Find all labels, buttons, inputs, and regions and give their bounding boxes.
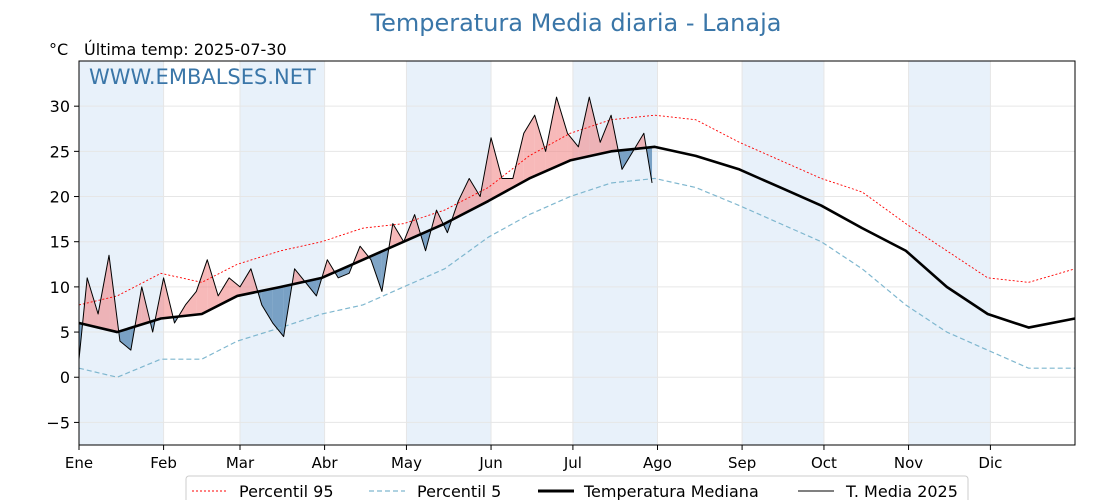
fill-above-median <box>458 178 470 217</box>
y-tick-label: 10 <box>50 278 70 297</box>
fill-above-median <box>556 97 568 167</box>
x-tick-label: Mar <box>226 454 255 472</box>
fill-above-median <box>239 268 251 296</box>
fill-above-median <box>185 291 197 316</box>
x-tick-label: Sep <box>728 454 756 472</box>
series-line-p95 <box>78 114 1076 306</box>
month-band <box>79 61 164 445</box>
series-line-current <box>78 96 653 360</box>
x-tick-label: Ene <box>65 454 93 472</box>
y-tick-label: 15 <box>50 233 70 252</box>
y-tick-label: −5 <box>46 413 70 432</box>
fill-above-median <box>501 178 513 194</box>
x-tick-label: Jul <box>563 454 582 472</box>
fill-above-median <box>98 255 110 331</box>
fill-below-median <box>338 265 350 278</box>
fill-above-median <box>491 137 502 200</box>
fill-above-median <box>545 97 557 172</box>
fill-above-median <box>512 133 524 188</box>
legend-label-p95: Percentil 95 <box>239 482 334 500</box>
month-band <box>742 61 824 445</box>
month-band <box>239 61 325 445</box>
fill-above-median <box>523 115 535 182</box>
legend-label-current: T. Media 2025 <box>845 482 958 500</box>
fill-above-median <box>207 259 219 312</box>
fill-above-median <box>567 133 579 162</box>
x-tick-label: Feb <box>150 454 177 472</box>
series-line-median <box>78 145 1076 334</box>
x-axis: Ene Feb Mar Abr May Jun Jul Ago Sep Oct Nov Dic <box>65 445 1002 472</box>
fill-above-median <box>218 277 230 306</box>
fill-below-median <box>370 251 382 292</box>
fill-above-median <box>578 97 590 159</box>
fill-above-median <box>600 115 612 154</box>
x-tick-label: Abr <box>312 454 339 472</box>
fill-below-median <box>305 279 317 296</box>
month-band <box>406 61 492 445</box>
last-temp-label: Última temp: 2025-07-30 <box>84 40 287 59</box>
watermark: WWW.EMBALSES.NET <box>89 65 316 89</box>
y-tick-label: 30 <box>50 97 70 116</box>
legend-box <box>185 475 969 500</box>
x-tick-label: Jun <box>478 454 502 472</box>
fill-above-median <box>589 97 601 157</box>
fill-below-median <box>261 288 273 324</box>
fill-above-median <box>87 277 99 328</box>
y-tick-label: 25 <box>50 142 70 161</box>
y-tick-label: 5 <box>60 323 70 342</box>
legend-label-p5: Percentil 5 <box>417 482 501 500</box>
y-tick-label: 0 <box>60 368 70 387</box>
plot-frame <box>78 60 1076 446</box>
fill-above-median <box>392 223 404 247</box>
fill-above-median <box>534 115 546 177</box>
x-tick-label: Dic <box>978 454 1002 472</box>
fill-above-median <box>229 277 240 301</box>
anomaly-fills <box>79 97 653 360</box>
x-tick-label: Oct <box>811 454 837 472</box>
x-tick-label: Ago <box>643 454 672 472</box>
unit-label: °C <box>49 40 68 59</box>
y-tick-label: 20 <box>50 188 70 207</box>
fill-below-median <box>272 286 284 337</box>
fill-below-median <box>119 327 131 351</box>
x-tick-label: Nov <box>894 454 923 472</box>
x-tick-label: May <box>391 454 422 472</box>
series-line-p5 <box>78 177 1075 378</box>
series-lines <box>78 96 1076 378</box>
legend-label-median: Temperatura Mediana <box>583 482 759 500</box>
legend: Percentil 95 Percentil 5 Temperatura Med… <box>185 475 969 500</box>
fill-above-median <box>196 259 208 315</box>
fill-above-median <box>469 178 481 211</box>
y-axis: −5 0 5 10 15 20 25 30 <box>46 97 79 432</box>
chart-title: Temperatura Media diaria - Lanaja <box>370 9 782 37</box>
